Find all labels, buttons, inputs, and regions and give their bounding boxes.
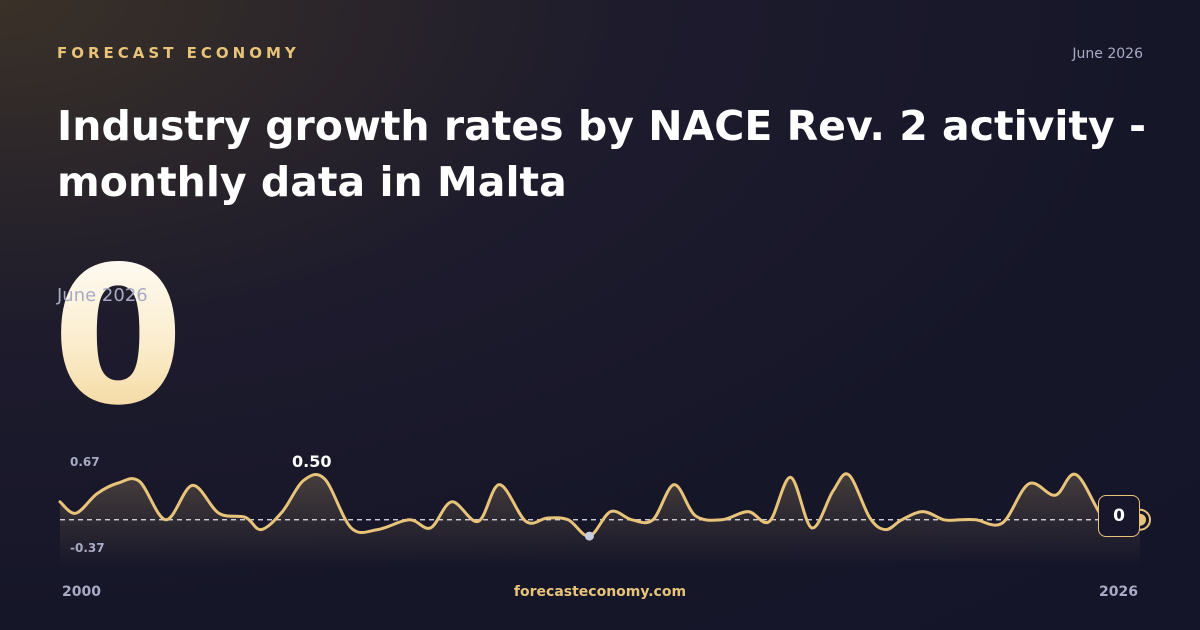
end-value-badge: 0 bbox=[1098, 495, 1140, 537]
growth-rate-chart bbox=[58, 472, 1151, 565]
y-max-label: 0.67 bbox=[70, 455, 100, 469]
page-title: Industry growth rates by NACE Rev. 2 act… bbox=[57, 102, 1147, 206]
chart-area-fill bbox=[60, 473, 1140, 565]
headline-value: 0 bbox=[52, 226, 185, 447]
x-axis-start-label: 2000 bbox=[62, 584, 101, 600]
x-axis-end-label: 2026 bbox=[1099, 584, 1138, 600]
header-date: June 2026 bbox=[1072, 46, 1143, 62]
chart-series-line bbox=[58, 472, 1142, 538]
chart-min-point bbox=[584, 531, 594, 541]
peak-value-label: 0.50 bbox=[292, 452, 332, 471]
site-url: forecasteconomy.com bbox=[513, 584, 687, 600]
y-min-label: -0.37 bbox=[70, 541, 105, 555]
brand-name: FORECAST ECONOMY bbox=[57, 44, 300, 62]
headline-date: June 2026 bbox=[57, 285, 148, 306]
